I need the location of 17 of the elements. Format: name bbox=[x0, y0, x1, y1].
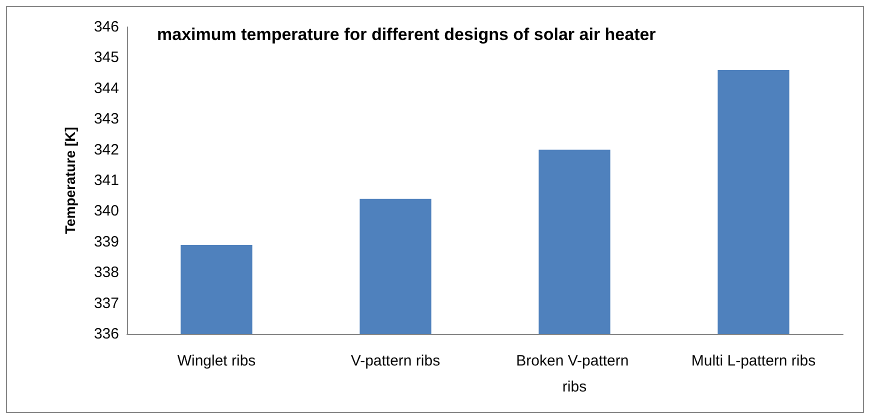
x-tick-label: Winglet ribs bbox=[177, 352, 256, 370]
y-tick-label: 340 bbox=[94, 202, 119, 220]
y-tick-label: 342 bbox=[94, 141, 119, 158]
y-tick-label: 345 bbox=[94, 49, 119, 66]
y-tick-label: 341 bbox=[94, 172, 119, 189]
y-tick-label: 336 bbox=[94, 326, 119, 342]
y-tick-label: 343 bbox=[94, 110, 119, 128]
x-tick-label: Broken V-pattern ribs bbox=[516, 352, 633, 396]
y-tick-label: 338 bbox=[94, 264, 119, 282]
chart-title: maximum temperature for different designs of solar air heater bbox=[157, 25, 656, 44]
y-tick-label: 346 bbox=[94, 18, 119, 36]
x-tick-label: V-pattern ribs bbox=[350, 352, 440, 370]
x-tick-label: Multi L-pattern ribs bbox=[691, 352, 816, 370]
y-axis-title: Temperature [K] bbox=[62, 126, 78, 234]
y-tick-label: 339 bbox=[94, 233, 119, 250]
y-tick-label: 344 bbox=[94, 80, 119, 97]
y-tick-label: 337 bbox=[94, 294, 119, 312]
